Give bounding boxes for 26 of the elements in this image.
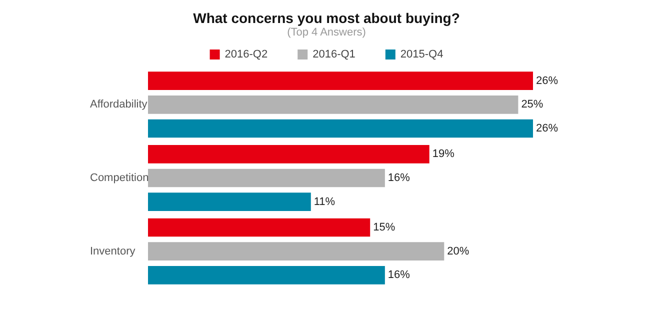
data-label: 16%	[388, 269, 410, 282]
legend-label: 2016-Q2	[224, 48, 268, 60]
legend-label: 2016-Q1	[312, 48, 356, 60]
bar	[148, 72, 533, 90]
data-label: 20%	[447, 245, 470, 258]
bar	[148, 192, 311, 211]
chart-title: What concerns you most about buying?	[193, 10, 460, 26]
chart-subtitle: (Top 4 Answers)	[287, 26, 366, 38]
bar	[148, 242, 444, 260]
y-tick-label: Affordability	[90, 98, 148, 111]
y-tick-label: Competition	[90, 172, 149, 184]
y-tick-label: Inventory	[90, 245, 136, 258]
bar	[148, 218, 370, 237]
bar	[148, 168, 385, 188]
legend-label: 2015-Q4	[400, 48, 444, 60]
bar	[148, 96, 518, 114]
bar	[148, 145, 430, 164]
data-label: 11%	[314, 196, 336, 208]
bar	[148, 266, 385, 284]
data-label: 26%	[536, 122, 558, 134]
data-label: 26%	[536, 74, 558, 87]
data-label: 16%	[388, 172, 410, 184]
data-label: 15%	[373, 222, 396, 234]
data-label: 19%	[432, 148, 455, 160]
data-label: 25%	[521, 98, 544, 111]
bar	[148, 119, 533, 138]
